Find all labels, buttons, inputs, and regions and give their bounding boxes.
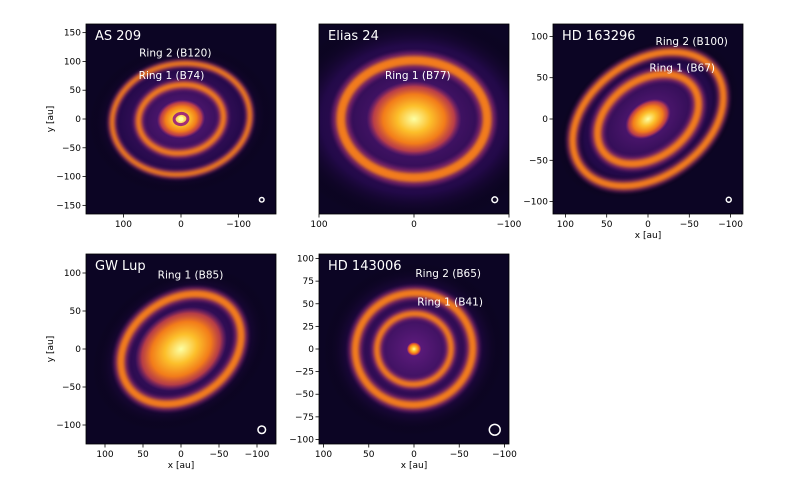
y-tick-label: 0 [542,115,548,125]
y-tick-label: 50 [303,300,315,310]
x-tick-label: −100 [492,450,517,460]
disk-image [319,254,509,444]
disk-core [406,342,422,356]
y-axis-label: y [au] [46,106,56,132]
x-tick-label: 100 [315,450,332,460]
panel-title: Elias 24 [328,29,379,44]
y-tick-label: 100 [64,269,81,279]
y-tick-label: 100 [531,32,548,42]
y-axis-label: y [au] [46,336,56,362]
x-tick-label: 50 [363,450,375,460]
ring-2 [109,61,253,177]
ring-label-2: Ring 2 (B100) [656,36,728,48]
x-tick-label: −100 [718,220,743,230]
y-tick-label: −100 [289,435,314,445]
x-tick-label: 100 [115,220,132,230]
y-tick-label: −75 [295,413,314,423]
y-tick-label: −100 [523,198,548,208]
x-tick-label: 0 [178,220,184,230]
ring-label-2: Ring 2 (B65) [415,268,481,280]
x-tick-label: 50 [137,450,149,460]
x-axis-label: x [au] [401,461,427,471]
ring-label-2: Ring 2 (B120) [139,47,211,59]
y-tick-label: 100 [297,255,314,265]
panel-title: AS 209 [95,29,141,44]
disk-image [86,24,276,214]
x-tick-label: 100 [557,220,574,230]
disk-image [86,254,276,444]
x-tick-label: 0 [645,220,651,230]
beam-marker [491,196,499,204]
panel-gwlup: GW Lup Ring 1 (B85) 100 50 0 −50 −100 100 50 0 −50… [46,253,277,471]
y-tick-label: 0 [308,345,314,355]
ring-1 [593,70,703,168]
y-tick-label: −50 [295,390,314,400]
disk-core [366,81,462,157]
x-tick-label: −50 [210,450,229,460]
x-tick-label: −100 [497,220,522,230]
y-tick-label: −50 [62,383,81,393]
y-tick-label: −25 [295,368,314,378]
panel-title: HD 163296 [562,29,636,44]
beam-marker [725,196,732,203]
beam-marker [258,196,265,203]
x-tick-label: 0 [178,450,184,460]
y-tick-label: −150 [56,201,81,211]
disk-core [625,98,671,140]
y-tick-label: 0 [75,115,81,125]
disk-core [135,306,227,392]
panel-hd143006: HD 143006 Ring 1 (B41) Ring 2 (B65) 100 50 0 −… [289,253,517,471]
x-axis-label: x [au] [635,231,661,241]
y-tick-label: 0 [75,345,81,355]
ring-label-1: Ring 1 (B67) [649,63,715,75]
x-tick-label: −50 [680,220,699,230]
ring-label-1: Ring 1 (B77) [385,70,451,82]
x-tick-label: −100 [226,220,251,230]
y-tick-label: 50 [70,307,82,317]
panel-title: GW Lup [95,259,146,274]
x-tick-label: 0 [411,220,417,230]
y-tick-label: 100 [64,57,81,67]
inner-gap [172,111,190,127]
x-tick-label: −100 [245,450,270,460]
beam-marker [257,425,267,435]
ring-1 [374,310,454,388]
disk-image [553,24,743,214]
beam-marker [488,423,501,436]
ring-1 [117,290,245,408]
x-tick-label: 0 [411,450,417,460]
y-tick-label: −100 [56,421,81,431]
ring-2 [351,289,477,409]
panel-elias24: Elias 24 Ring 1 (B77) 100 0 −100 [310,23,522,230]
x-tick-label: 100 [310,220,327,230]
y-tick-label: −50 [529,156,548,166]
y-tick-label: 25 [303,322,314,332]
ring-2 [569,48,727,190]
y-tick-label: 75 [303,277,314,287]
ring-label-1: Ring 1 (B85) [158,270,224,282]
panel-title: HD 143006 [328,259,402,274]
y-tick-label: 150 [64,29,81,39]
ring-1 [336,55,492,183]
ring-1 [135,81,227,157]
y-tick-label: 50 [537,74,549,84]
x-axis-label: x [au] [168,461,194,471]
disk-image [319,24,509,214]
y-tick-label: 50 [70,86,82,96]
ring-label-1: Ring 1 (B74) [139,70,205,82]
panel-hd163296: HD 163296 Ring 1 (B67) Ring 2 (B100) 100 50 0… [523,23,744,241]
x-tick-label: 50 [601,220,613,230]
x-tick-label: −50 [450,450,469,460]
ring-label-1: Ring 1 (B41) [417,296,483,308]
panel-as209: AS 209 Ring 1 (B74) Ring 2 (B120) 100 0 −100 1… [46,23,277,230]
y-tick-label: −100 [56,173,81,183]
x-tick-label: 100 [96,450,113,460]
y-tick-label: −50 [62,144,81,154]
